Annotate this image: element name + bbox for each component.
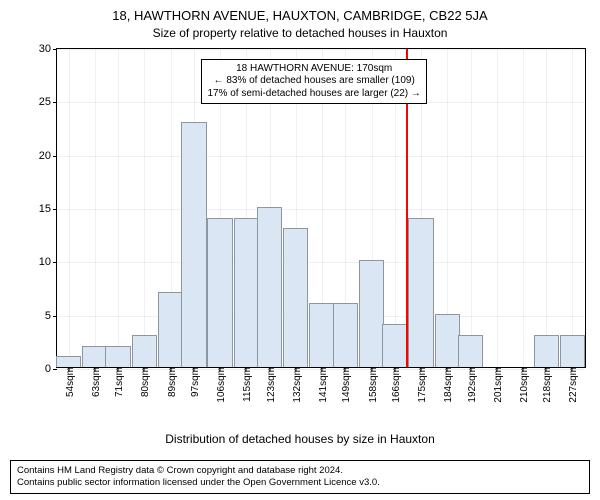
histogram-bar [181,122,206,367]
annotation-line3: 17% of semi-detached houses are larger (… [207,88,420,101]
x-tick-label: 175sqm [415,367,428,403]
footer-line2: Contains public sector information licen… [17,477,583,489]
y-tick-label: 5 [45,310,57,322]
x-tick-label: 106sqm [214,367,227,403]
gridline-h [57,49,585,50]
histogram-bar [534,335,559,367]
annotation-line2: ← 83% of detached houses are smaller (10… [207,75,420,88]
histogram-bar [359,260,384,367]
histogram-bar [234,218,259,367]
histogram-bar [435,314,460,367]
annotation-line1: 18 HAWTHORN AVENUE: 170sqm [207,63,420,76]
gridline-v [572,49,573,367]
x-tick-label: 54sqm [63,367,76,397]
x-tick-label: 158sqm [366,367,379,403]
gridline-v [523,49,524,367]
histogram-bar [283,228,308,367]
histogram-bar [560,335,585,367]
gridline-h [57,209,585,210]
gridline-v [69,49,70,367]
x-tick-label: 71sqm [112,367,125,397]
x-tick-label: 210sqm [517,367,530,403]
gridline-v [118,49,119,367]
x-tick-label: 184sqm [441,367,454,403]
gridline-h [57,262,585,263]
chart-title-line2: Size of property relative to detached ho… [0,26,600,40]
x-tick-label: 218sqm [540,367,553,403]
histogram-bar [382,324,407,367]
gridline-v [497,49,498,367]
x-tick-label: 227sqm [566,367,579,403]
y-tick-label: 15 [39,203,57,215]
histogram-bar [158,292,183,367]
x-tick-label: 149sqm [339,367,352,403]
y-tick-label: 10 [39,256,57,268]
gridline-h [57,156,585,157]
gridline-v [471,49,472,367]
x-tick-label: 80sqm [138,367,151,397]
x-tick-label: 115sqm [240,367,253,402]
histogram-bar [309,303,334,367]
histogram-bar [257,207,282,367]
histogram-bar [56,356,81,367]
histogram-bar [408,218,433,367]
y-tick-label: 20 [39,150,57,162]
chart-title-line1: 18, HAWTHORN AVENUE, HAUXTON, CAMBRIDGE,… [0,8,600,23]
histogram-bar [458,335,483,367]
x-tick-label: 89sqm [165,367,178,397]
gridline-v [95,49,96,367]
gridline-v [546,49,547,367]
gridline-v [144,49,145,367]
x-tick-label: 97sqm [188,367,201,397]
annotation-box: 18 HAWTHORN AVENUE: 170sqm← 83% of detac… [201,59,426,105]
histogram-bar [132,335,157,367]
x-tick-label: 123sqm [264,367,277,403]
footer-box: Contains HM Land Registry data © Crown c… [10,460,590,494]
histogram-bar [207,218,232,367]
x-tick-label: 63sqm [89,367,102,397]
histogram-bar [82,346,107,367]
x-tick-label: 132sqm [290,367,303,403]
footer-line1: Contains HM Land Registry data © Crown c… [17,465,583,477]
plot-area: 05101520253054sqm63sqm71sqm80sqm89sqm97s… [56,48,586,368]
x-tick-label: 201sqm [491,367,504,403]
y-tick-label: 25 [39,96,57,108]
x-axis-label: Distribution of detached houses by size … [0,432,600,446]
chart-container: 18, HAWTHORN AVENUE, HAUXTON, CAMBRIDGE,… [0,0,600,500]
y-tick-label: 30 [39,43,57,55]
histogram-bar [333,303,358,367]
histogram-bar [105,346,130,367]
x-tick-label: 192sqm [465,367,478,403]
x-tick-label: 141sqm [316,367,329,403]
x-tick-label: 166sqm [389,367,402,403]
